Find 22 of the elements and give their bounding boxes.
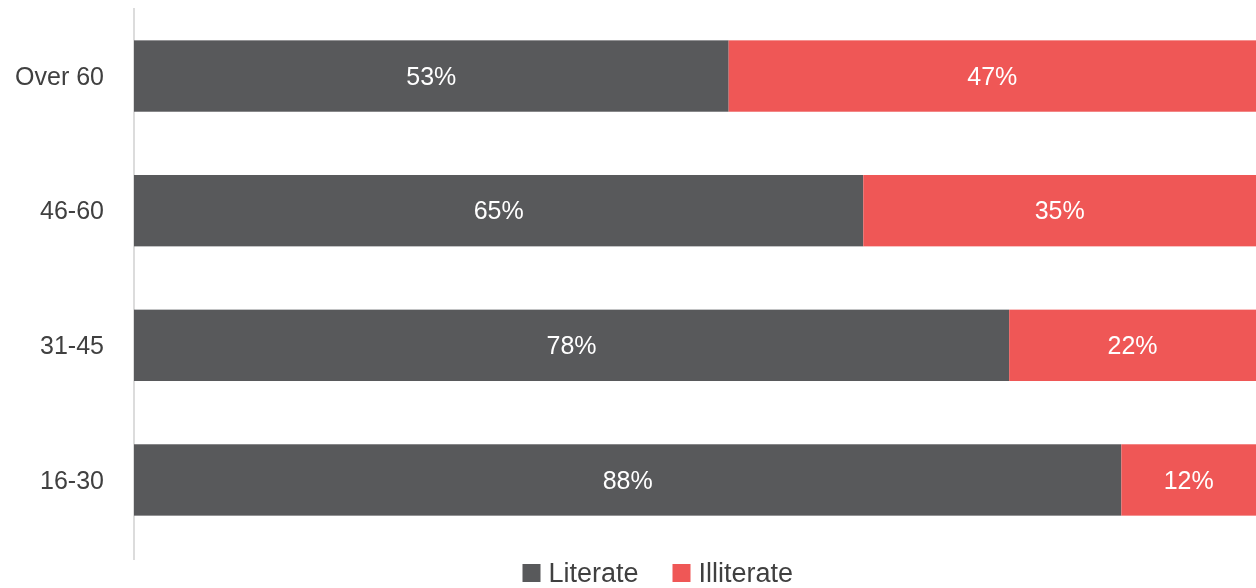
y-tick-label: 31-45 — [40, 331, 104, 360]
bar — [134, 175, 864, 247]
data-label: 65% — [473, 196, 524, 225]
bar — [863, 175, 1256, 247]
bar — [1009, 309, 1256, 381]
data-label: 22% — [1107, 331, 1158, 360]
bar — [728, 40, 1256, 112]
data-label: 78% — [546, 331, 597, 360]
legend-label: Literate — [548, 558, 639, 588]
y-tick-label: Over 60 — [15, 61, 104, 90]
bar — [134, 40, 729, 112]
bar — [1121, 444, 1256, 516]
bar — [134, 444, 1122, 516]
y-tick-label: 16-30 — [40, 465, 104, 494]
data-label: 12% — [1163, 465, 1214, 494]
data-label: 35% — [1034, 196, 1085, 225]
y-tick-label: 46-60 — [40, 196, 104, 225]
data-label: 88% — [602, 465, 653, 494]
legend-label: Illiterate — [698, 558, 794, 588]
data-label: 47% — [967, 61, 1018, 90]
data-label: 53% — [406, 61, 457, 90]
bar — [134, 309, 1010, 381]
